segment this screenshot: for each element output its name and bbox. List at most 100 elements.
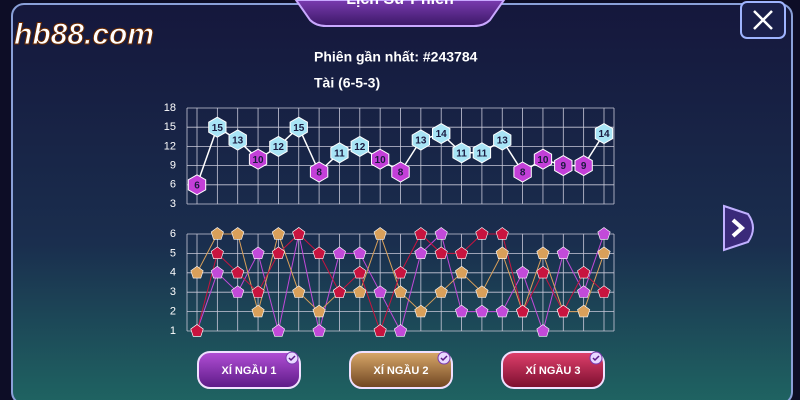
session-result: Tài (6-5-3): [314, 75, 380, 91]
dice-marker: [434, 246, 448, 260]
dice-marker: [577, 285, 591, 298]
dice-marker: [475, 227, 489, 240]
dice-marker: [251, 304, 265, 318]
sum-label: 10: [375, 155, 387, 166]
sum-marker: [574, 155, 593, 177]
dice-marker: [597, 227, 611, 240]
dice-marker: [434, 285, 448, 298]
sum-marker: [533, 148, 553, 170]
sum-label: 14: [436, 129, 448, 140]
y-tick-label: 6: [170, 179, 176, 191]
sum-label: 15: [293, 123, 305, 134]
y-tick-label: 1: [170, 325, 176, 337]
series-button[interactable]: [501, 351, 605, 389]
dice-marker: [455, 304, 469, 318]
dice-marker: [495, 246, 509, 260]
dice-marker: [414, 304, 428, 318]
dice-marker: [271, 246, 285, 260]
series-button-label: XÍ NGẦU 1: [221, 364, 276, 377]
dice-marker: [373, 227, 387, 240]
dice-marker: [271, 227, 285, 240]
sum-label: 13: [497, 136, 509, 147]
dice-marker: [536, 324, 550, 337]
sum-marker: [187, 174, 207, 196]
sum-marker: [554, 155, 573, 177]
y-tick-label: 12: [164, 140, 176, 152]
dice-marker: [312, 304, 326, 318]
dice-marker: [373, 285, 387, 298]
y-tick-label: 3: [170, 198, 176, 210]
sum-marker: [208, 116, 227, 138]
sum-label: 8: [316, 168, 322, 179]
dice-marker: [393, 324, 408, 337]
dice-marker: [251, 246, 265, 260]
logo: hb88.com: [14, 18, 154, 51]
sum-label: 11: [477, 148, 488, 159]
dice-marker: [455, 265, 469, 279]
dice-marker: [577, 265, 591, 279]
dice-marker: [414, 227, 428, 240]
sum-marker: [330, 142, 349, 164]
sum-marker: [371, 148, 390, 170]
dice-marker: [231, 265, 245, 279]
dice-marker: [210, 246, 224, 260]
sum-marker: [228, 129, 247, 151]
sum-marker: [513, 161, 532, 183]
sum-label: 8: [520, 168, 526, 179]
dice-marker: [353, 285, 367, 298]
dice-marker: [597, 285, 611, 298]
dice-marker: [292, 285, 306, 298]
y-tick-label: 3: [170, 286, 176, 298]
sum-marker: [248, 148, 268, 170]
dice-marker: [231, 285, 245, 298]
dice-marker: [577, 304, 591, 318]
dice-marker: [373, 324, 387, 337]
sum-label: 6: [194, 180, 200, 191]
next-button[interactable]: [723, 204, 754, 252]
dice-marker: [597, 246, 611, 260]
series-button[interactable]: [197, 351, 301, 389]
sum-marker: [289, 116, 308, 138]
sum-label: 10: [252, 155, 264, 166]
dice-marker: [190, 265, 204, 279]
dice-marker: [393, 265, 408, 279]
dice-marker: [455, 246, 469, 260]
y-tick-label: 5: [170, 247, 176, 259]
y-tick-label: 9: [170, 160, 176, 172]
sum-marker: [452, 142, 471, 164]
dice-marker: [536, 246, 550, 260]
sum-marker: [350, 135, 369, 157]
dice-marker: [475, 304, 489, 318]
close-icon: [753, 10, 773, 30]
latest-session: Phiên gần nhất: #243784: [314, 49, 478, 65]
sum-marker: [391, 161, 410, 183]
sum-label: 13: [415, 136, 427, 147]
dice-marker: [475, 285, 489, 298]
header-title: Lịch Sử Phiên: [346, 0, 454, 8]
sum-label: 13: [232, 136, 244, 147]
sum-label: 15: [212, 123, 224, 134]
sum-label: 10: [537, 155, 549, 166]
dice-marker: [210, 227, 224, 240]
y-tick-label: 4: [170, 267, 176, 279]
dice-marker: [353, 246, 367, 260]
dice-marker: [251, 285, 265, 298]
dice-marker: [434, 227, 448, 240]
sum-label: 9: [581, 161, 587, 172]
dice-marker: [516, 304, 530, 318]
dice-marker: [495, 227, 509, 240]
sum-marker: [309, 161, 329, 183]
dice-marker: [393, 285, 408, 298]
dice-marker: [556, 246, 570, 260]
y-tick-label: 6: [170, 228, 176, 240]
series-button-label: XÍ NGẦU 2: [373, 364, 428, 377]
series-button-label: XÍ NGẦU 3: [525, 364, 580, 377]
dice-marker: [332, 285, 346, 298]
series-button[interactable]: [349, 351, 453, 389]
sum-label: 9: [561, 161, 567, 172]
y-tick-label: 18: [164, 102, 176, 114]
dice-marker: [210, 265, 224, 279]
sum-label: 12: [273, 142, 285, 153]
sum-label: 11: [456, 148, 467, 159]
